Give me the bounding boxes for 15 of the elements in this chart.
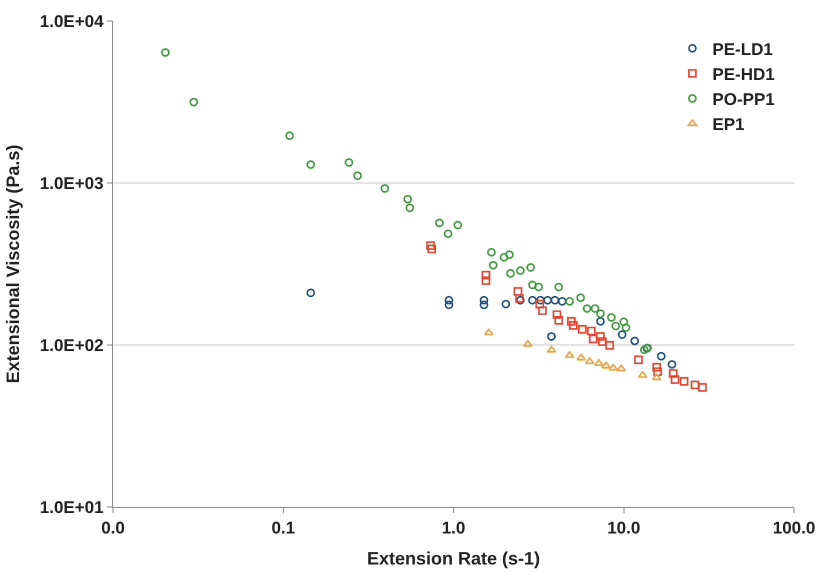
x-tick-label: 0.1 [271,518,296,538]
legend-label: PE-LD1 [712,40,773,59]
y-tick-label: 1.0E+02 [40,336,104,355]
x-tick-label: 1.0 [442,518,466,538]
y-tick-label: 1.0E+03 [40,174,104,193]
y-tick-label: 1.0E+04 [40,12,104,31]
legend-label: PO-PP1 [712,90,775,110]
y-axis-title: Extensional Viscosity (Pa.s) [2,144,23,384]
y-tick-label: 1.0E+01 [40,498,104,517]
x-tick-label: 10.0 [607,518,640,538]
x-axis-title: Extension Rate (s-1) [366,548,540,568]
legend-label: EP1 [712,115,745,134]
legend-label: PE-HD1 [712,65,775,84]
x-tick-label: 100.0 [772,518,816,538]
x-tick-label: 0.0 [101,518,125,538]
